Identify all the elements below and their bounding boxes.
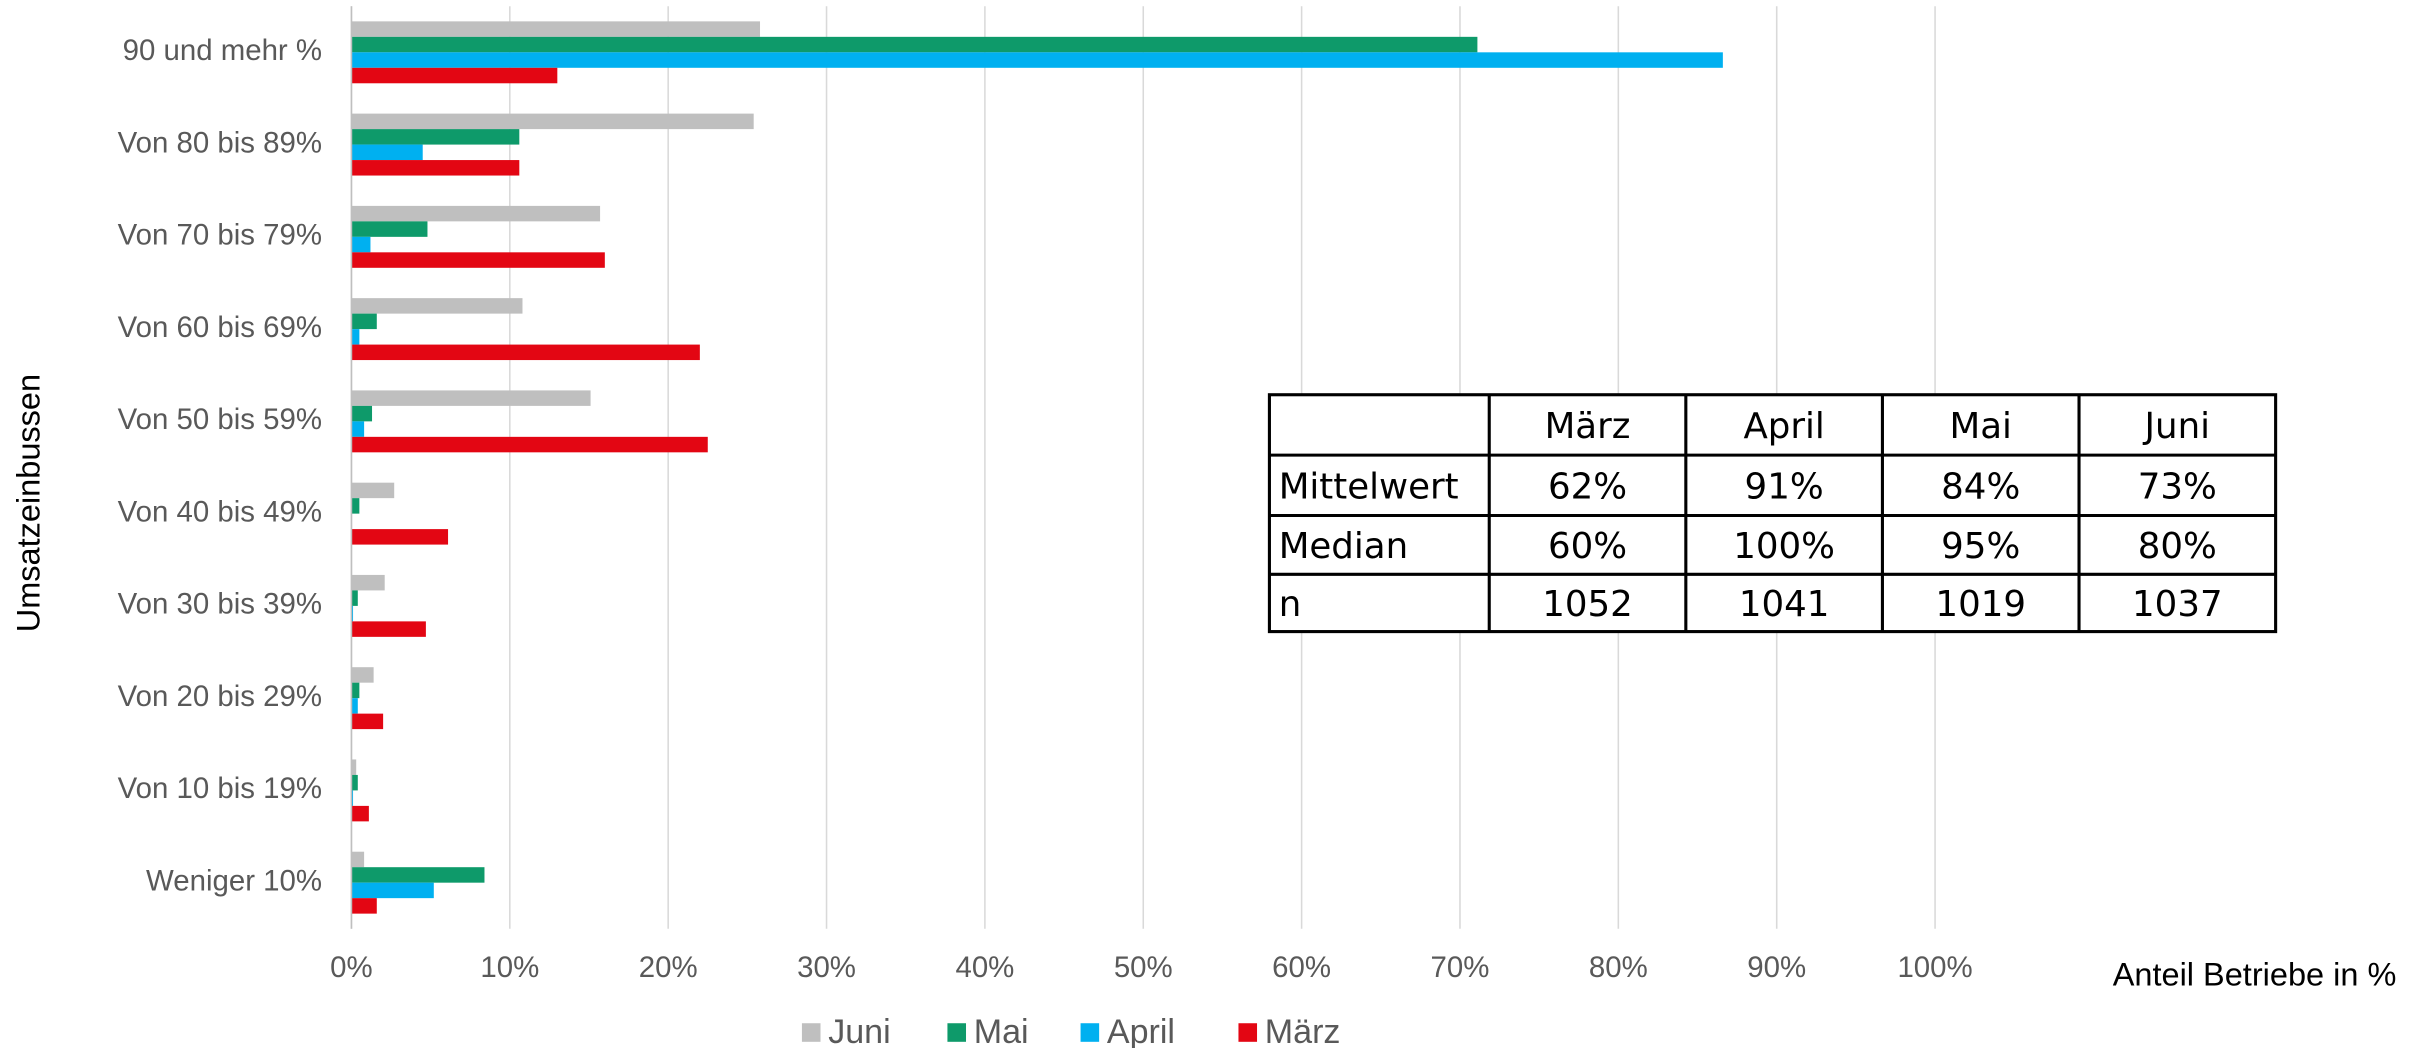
legend-swatch xyxy=(801,1023,821,1042)
x-tick-label: 60% xyxy=(1272,951,1331,984)
table-cell: 84% xyxy=(1941,466,2020,507)
bar xyxy=(351,759,357,775)
y-tick-label: Von 40 bis 49% xyxy=(118,495,322,528)
bar xyxy=(351,621,426,637)
bar xyxy=(351,344,700,361)
bar xyxy=(351,405,373,422)
bar xyxy=(351,160,520,176)
bar xyxy=(351,590,358,606)
bar xyxy=(351,436,708,453)
bar xyxy=(351,52,1723,68)
bar xyxy=(351,529,449,545)
bar xyxy=(351,67,558,84)
legend-swatch xyxy=(1238,1023,1258,1042)
x-tick-label: 30% xyxy=(797,951,856,984)
table-cell: 95% xyxy=(1941,526,2020,567)
bar xyxy=(351,482,395,499)
x-tick-label: 40% xyxy=(955,951,1014,984)
x-tick-label: 0% xyxy=(330,951,373,984)
table-header: März xyxy=(1545,406,1631,447)
bar xyxy=(351,867,485,883)
bar xyxy=(351,898,377,914)
legend-label: April xyxy=(1107,1013,1175,1048)
bar xyxy=(351,682,360,699)
y-tick-label: Weniger 10% xyxy=(146,864,322,897)
table-frame xyxy=(1267,393,2278,634)
y-tick-label: Von 50 bis 59% xyxy=(118,403,322,436)
bar xyxy=(351,882,434,899)
bar xyxy=(351,698,358,714)
legend-swatch xyxy=(947,1023,967,1042)
table-cell: 1019 xyxy=(1935,584,2026,625)
table-cell: 1037 xyxy=(2132,584,2223,625)
y-tick-label: Von 10 bis 19% xyxy=(118,772,322,805)
table-cell: 62% xyxy=(1548,466,1627,507)
x-tick-label: 50% xyxy=(1114,951,1173,984)
bar xyxy=(351,421,365,437)
bar xyxy=(351,805,369,822)
bar xyxy=(351,774,358,791)
bar xyxy=(351,298,523,314)
table-header: Mai xyxy=(1950,406,2012,447)
legend-label: Juni xyxy=(828,1013,890,1048)
legend-label: März xyxy=(1265,1013,1341,1048)
y-axis-title: Umsatzeinbussen xyxy=(11,374,47,632)
x-tick-label: 10% xyxy=(480,951,539,984)
bar xyxy=(351,252,605,268)
table-row-label: Median xyxy=(1279,526,1408,567)
x-tick-label: 90% xyxy=(1747,951,1806,984)
bar xyxy=(351,790,354,806)
bar xyxy=(351,605,354,622)
bar xyxy=(351,221,428,237)
table-cell: 100% xyxy=(1733,526,1835,567)
y-tick-label: 90 und mehr % xyxy=(123,34,322,67)
x-tick-label: 70% xyxy=(1431,951,1490,984)
legend-label: Mai xyxy=(974,1013,1029,1048)
bar xyxy=(351,329,360,345)
bar xyxy=(351,129,520,145)
bar xyxy=(351,851,365,868)
table-cell: 1041 xyxy=(1739,584,1830,625)
y-tick-label: Von 60 bis 69% xyxy=(118,311,322,344)
bar xyxy=(351,313,377,330)
table-cell: 91% xyxy=(1745,466,1824,507)
table-row-label: Mittelwert xyxy=(1279,466,1459,507)
bar xyxy=(351,36,1478,53)
y-tick-label: Von 80 bis 89% xyxy=(118,126,322,159)
x-tick-label: 100% xyxy=(1897,951,1972,984)
bar xyxy=(351,390,591,406)
x-axis-title: Anteil Betriebe in % xyxy=(2113,956,2397,992)
table-cell: 80% xyxy=(2138,526,2217,567)
y-tick-label: Von 20 bis 29% xyxy=(118,680,322,713)
bar xyxy=(351,667,374,683)
bar xyxy=(351,498,360,514)
y-tick-label: Von 30 bis 39% xyxy=(118,588,322,621)
legend-swatch xyxy=(1080,1023,1100,1042)
table-header: Juni xyxy=(2143,406,2211,447)
bar xyxy=(351,713,384,730)
x-tick-label: 20% xyxy=(639,951,698,984)
table-row-label: n xyxy=(1279,584,1302,625)
bar xyxy=(351,113,754,130)
y-tick-label: Von 70 bis 79% xyxy=(118,219,322,252)
table-cell: 60% xyxy=(1548,526,1627,567)
bar xyxy=(351,236,371,253)
bar xyxy=(351,205,601,222)
bar xyxy=(351,21,761,37)
bar xyxy=(351,574,385,591)
table-cell: 1052 xyxy=(1542,584,1633,625)
bar xyxy=(351,144,423,161)
table-cell: 73% xyxy=(2138,466,2217,507)
x-tick-label: 80% xyxy=(1589,951,1648,984)
table-header: April xyxy=(1743,406,1824,447)
